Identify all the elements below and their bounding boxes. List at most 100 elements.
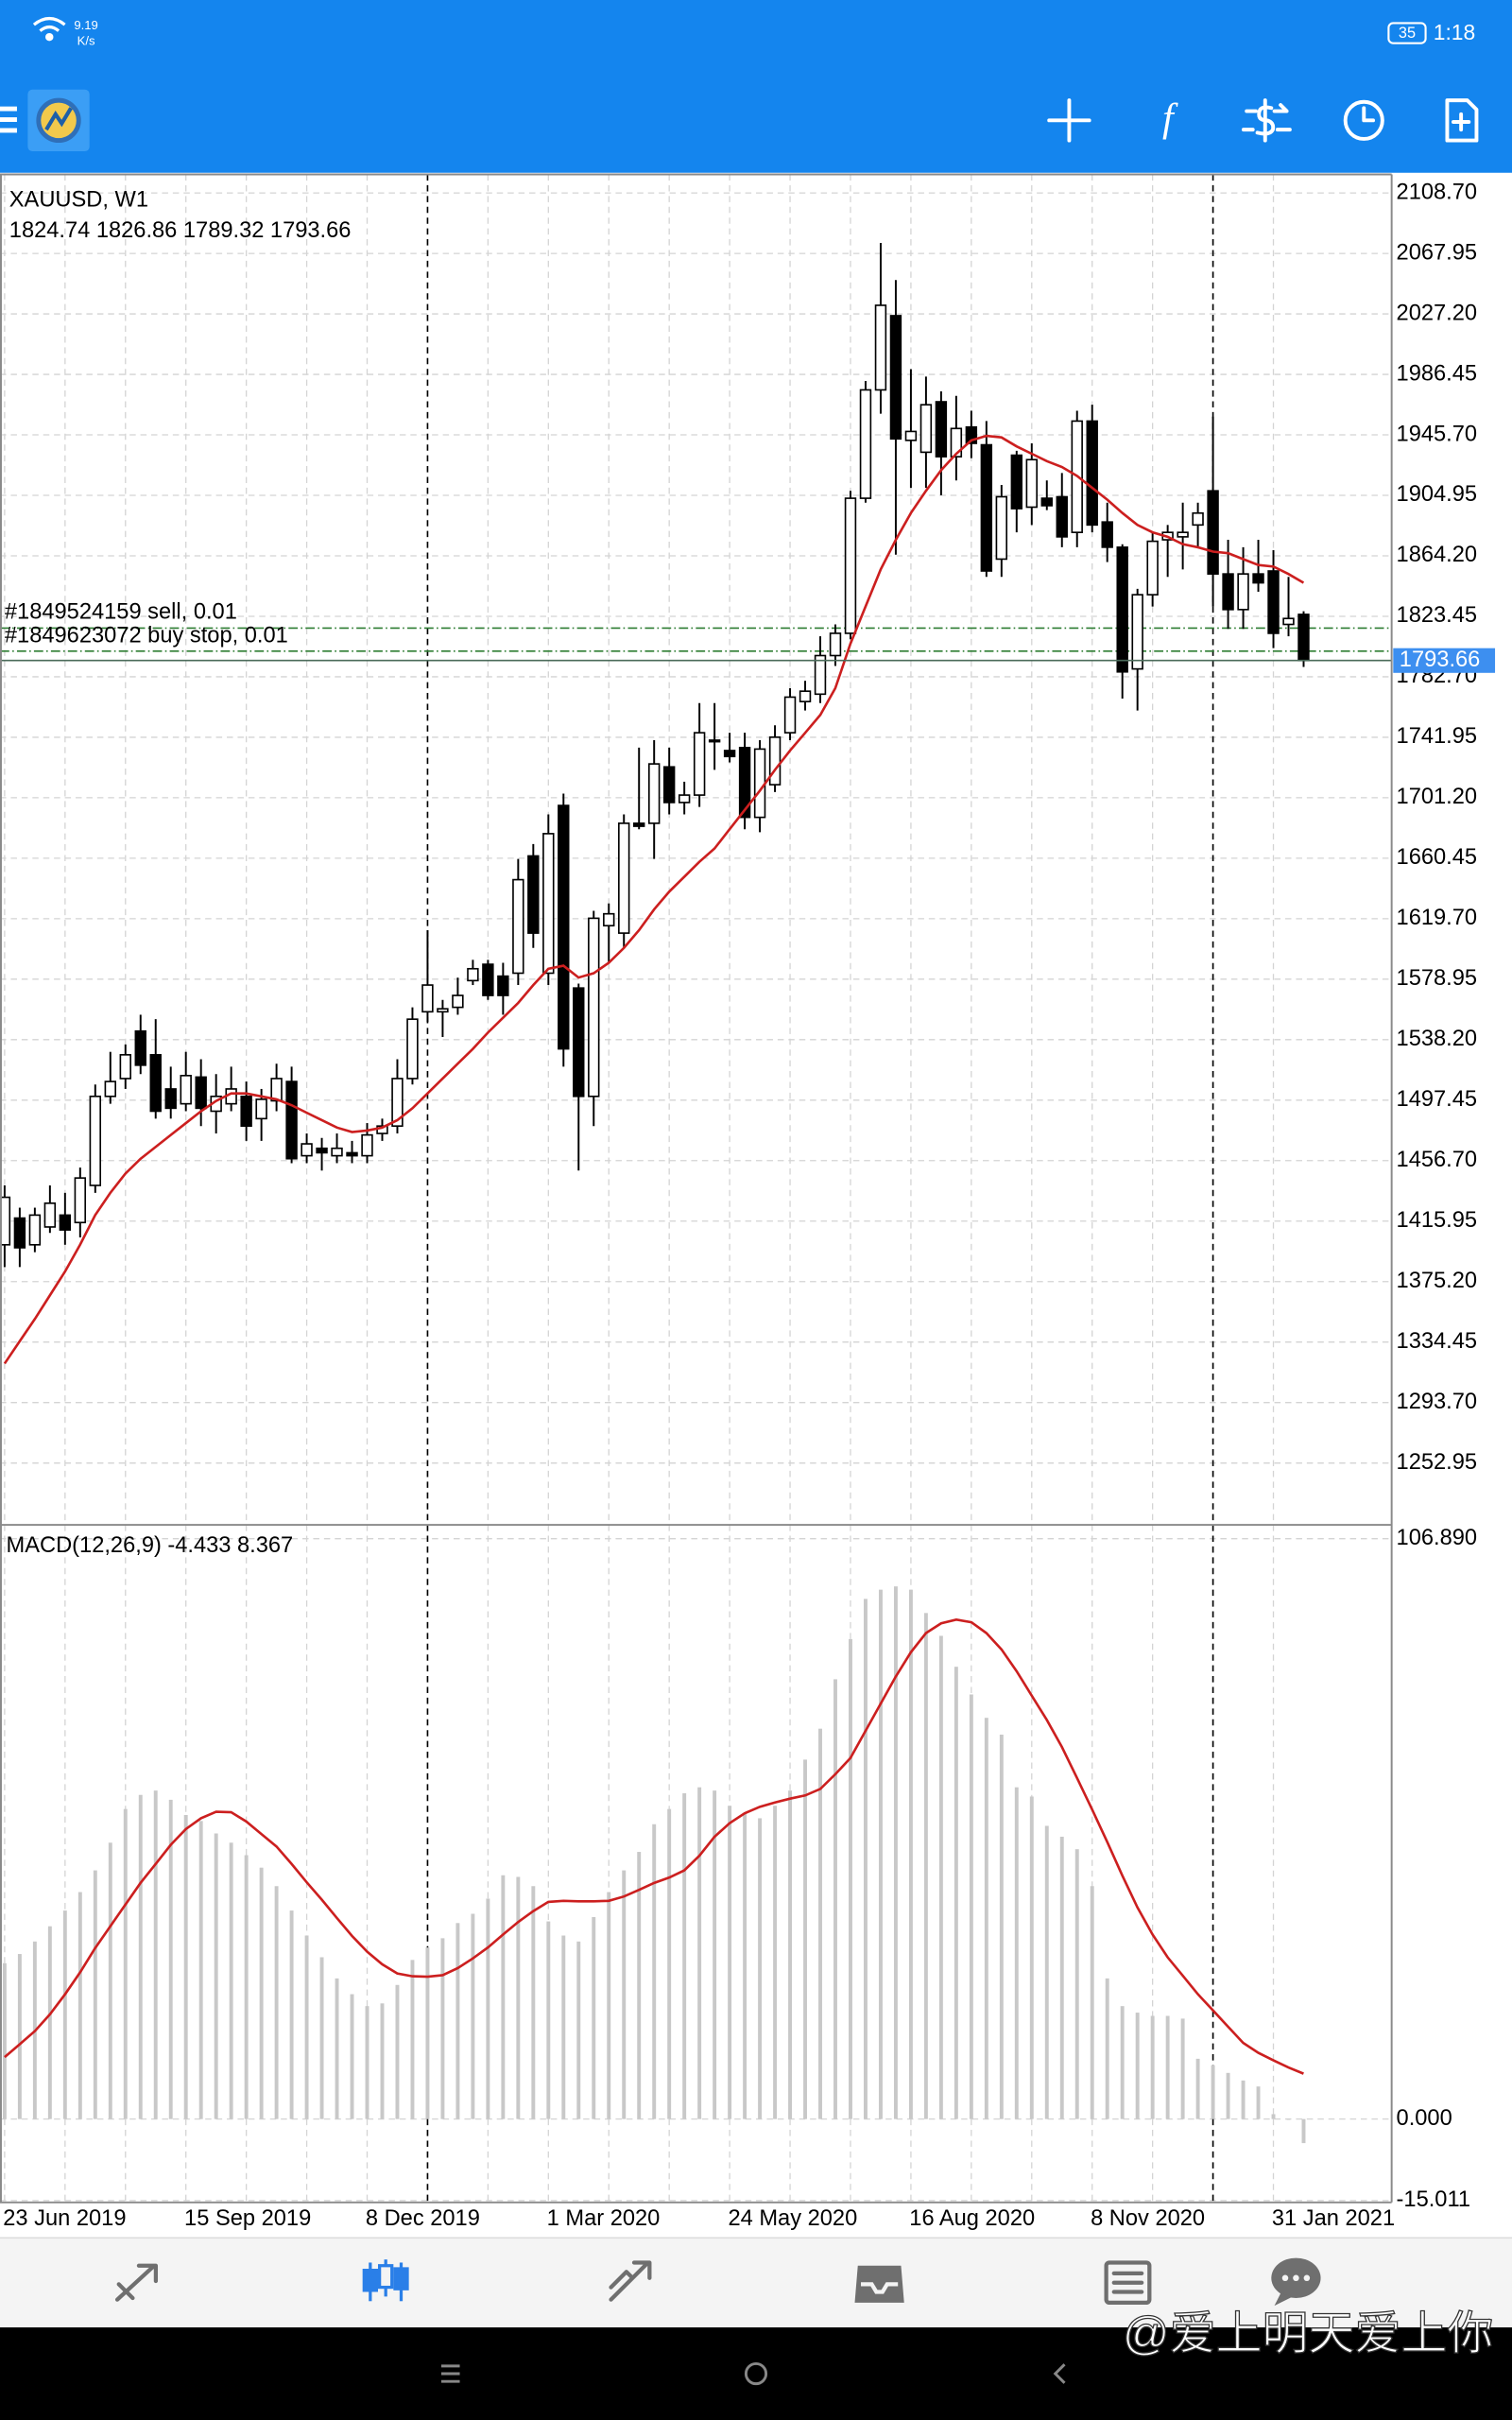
timeframe-button[interactable] xyxy=(1343,99,1384,141)
macd-tick-label: 106.890 xyxy=(1397,1526,1478,1550)
candle-body xyxy=(43,1202,57,1228)
candle-body xyxy=(240,1095,252,1128)
candle-body xyxy=(814,654,827,696)
macd-bar xyxy=(335,1978,339,2119)
macd-bar xyxy=(1226,2072,1230,2119)
candle-body xyxy=(361,1133,373,1157)
candle-body xyxy=(13,1217,26,1249)
macd-bar xyxy=(304,1935,309,2119)
candle-body xyxy=(1025,458,1038,509)
candle-body xyxy=(693,732,706,796)
system-back-button[interactable] xyxy=(1053,2363,1066,2384)
macd-bar xyxy=(938,1635,943,2119)
macd-bar xyxy=(667,1808,672,2119)
y-tick-label: 2027.20 xyxy=(1397,301,1478,325)
macd-bar xyxy=(108,1842,112,2119)
app-icon[interactable] xyxy=(27,89,90,151)
battery-level: 35 xyxy=(1399,25,1416,42)
macd-bar xyxy=(244,1855,249,2119)
candle-body xyxy=(542,833,555,975)
macd-bar xyxy=(773,1806,778,2119)
macd-bar xyxy=(1014,1787,1019,2119)
macd-bar xyxy=(1135,2013,1140,2119)
macd-bar xyxy=(1029,1796,1034,2119)
y-tick-label: 1904.95 xyxy=(1397,482,1478,507)
macd-readout: MACD(12,26,9) -4.433 8.367 xyxy=(7,1533,294,1558)
macd-bar xyxy=(849,1638,852,2119)
macd-bar xyxy=(864,1599,868,2119)
candle-body xyxy=(59,1214,72,1231)
macd-value: -4.433 xyxy=(167,1533,231,1558)
candle-body xyxy=(180,1074,192,1105)
y-tick-label: 1701.20 xyxy=(1397,785,1478,809)
messages-tab[interactable] xyxy=(1271,2257,1321,2307)
y-tick-label: 1741.95 xyxy=(1397,724,1478,749)
candle-body xyxy=(195,1076,207,1110)
candle-body xyxy=(799,690,812,702)
candle-body xyxy=(558,804,570,1050)
history-tab[interactable] xyxy=(854,2265,904,2303)
macd-bar xyxy=(1150,2015,1155,2119)
candle-body xyxy=(573,987,585,1098)
x-tick-label: 15 Sep 2019 xyxy=(184,2206,311,2231)
macd-bar xyxy=(440,1938,445,2119)
macd-bar xyxy=(728,1806,732,2119)
candle-body xyxy=(1192,511,1204,527)
trade-button[interactable] xyxy=(1241,98,1292,143)
macd-bar xyxy=(697,1787,702,2119)
macd-bar xyxy=(62,1910,67,2119)
candle-body xyxy=(723,750,736,758)
macd-bar xyxy=(410,1960,415,2119)
macd-bar xyxy=(1120,2006,1125,2119)
candle-body xyxy=(647,763,661,824)
news-tab[interactable] xyxy=(1104,2260,1152,2306)
macd-bar xyxy=(788,1790,793,2119)
macd-bar xyxy=(1105,1978,1109,2119)
trade-tab[interactable] xyxy=(609,2260,652,2302)
system-menu-button[interactable] xyxy=(440,2364,460,2383)
ohlc-value: 1824.74 xyxy=(9,218,91,243)
crosshair-button[interactable] xyxy=(1047,98,1091,143)
macd-bar xyxy=(516,1876,521,2119)
candle-body xyxy=(270,1078,283,1102)
system-home-button[interactable] xyxy=(744,2361,768,2386)
candle-body xyxy=(301,1143,313,1157)
candle-body xyxy=(74,1177,87,1224)
wifi-icon xyxy=(32,16,66,42)
y-tick-label: 1334.45 xyxy=(1397,1329,1478,1354)
candle-body xyxy=(1010,454,1023,510)
candle-body xyxy=(149,1054,162,1113)
price-tag xyxy=(1393,648,1496,673)
candle-body xyxy=(285,1080,298,1160)
order-label: #1849623072 buy stop, 0.01 xyxy=(5,624,288,648)
macd-bar xyxy=(183,1814,188,2119)
y-tick-label: 1538.20 xyxy=(1397,1027,1478,1051)
quotes-tab[interactable] xyxy=(114,2263,159,2302)
macd-tick-label: -15.011 xyxy=(1397,2187,1470,2212)
candle-body xyxy=(331,1147,343,1157)
candle-body xyxy=(512,878,524,975)
candle-body xyxy=(134,1029,146,1066)
macd-bar xyxy=(168,1799,173,2119)
macd-bar xyxy=(576,1941,581,2119)
candle-body xyxy=(1116,546,1128,673)
candle-body xyxy=(89,1095,102,1186)
macd-tick-label: 0.000 xyxy=(1397,2106,1452,2131)
menu-button[interactable] xyxy=(0,106,17,133)
new-order-button[interactable] xyxy=(1445,98,1479,143)
chart-tab[interactable] xyxy=(362,2259,409,2302)
candle-body xyxy=(1040,497,1053,507)
candle-body xyxy=(119,1054,131,1080)
system-nav xyxy=(0,2327,1512,2420)
candle-body xyxy=(618,822,630,934)
y-tick-label: 1619.70 xyxy=(1397,906,1478,930)
macd-bar xyxy=(1241,2080,1246,2119)
macd-bar xyxy=(1090,1886,1094,2119)
candle-body xyxy=(1056,495,1068,538)
y-tick-label: 1986.45 xyxy=(1397,361,1478,386)
candle-body xyxy=(1267,570,1280,634)
macd-bar xyxy=(622,1870,627,2119)
macd-bar xyxy=(803,1759,807,2119)
